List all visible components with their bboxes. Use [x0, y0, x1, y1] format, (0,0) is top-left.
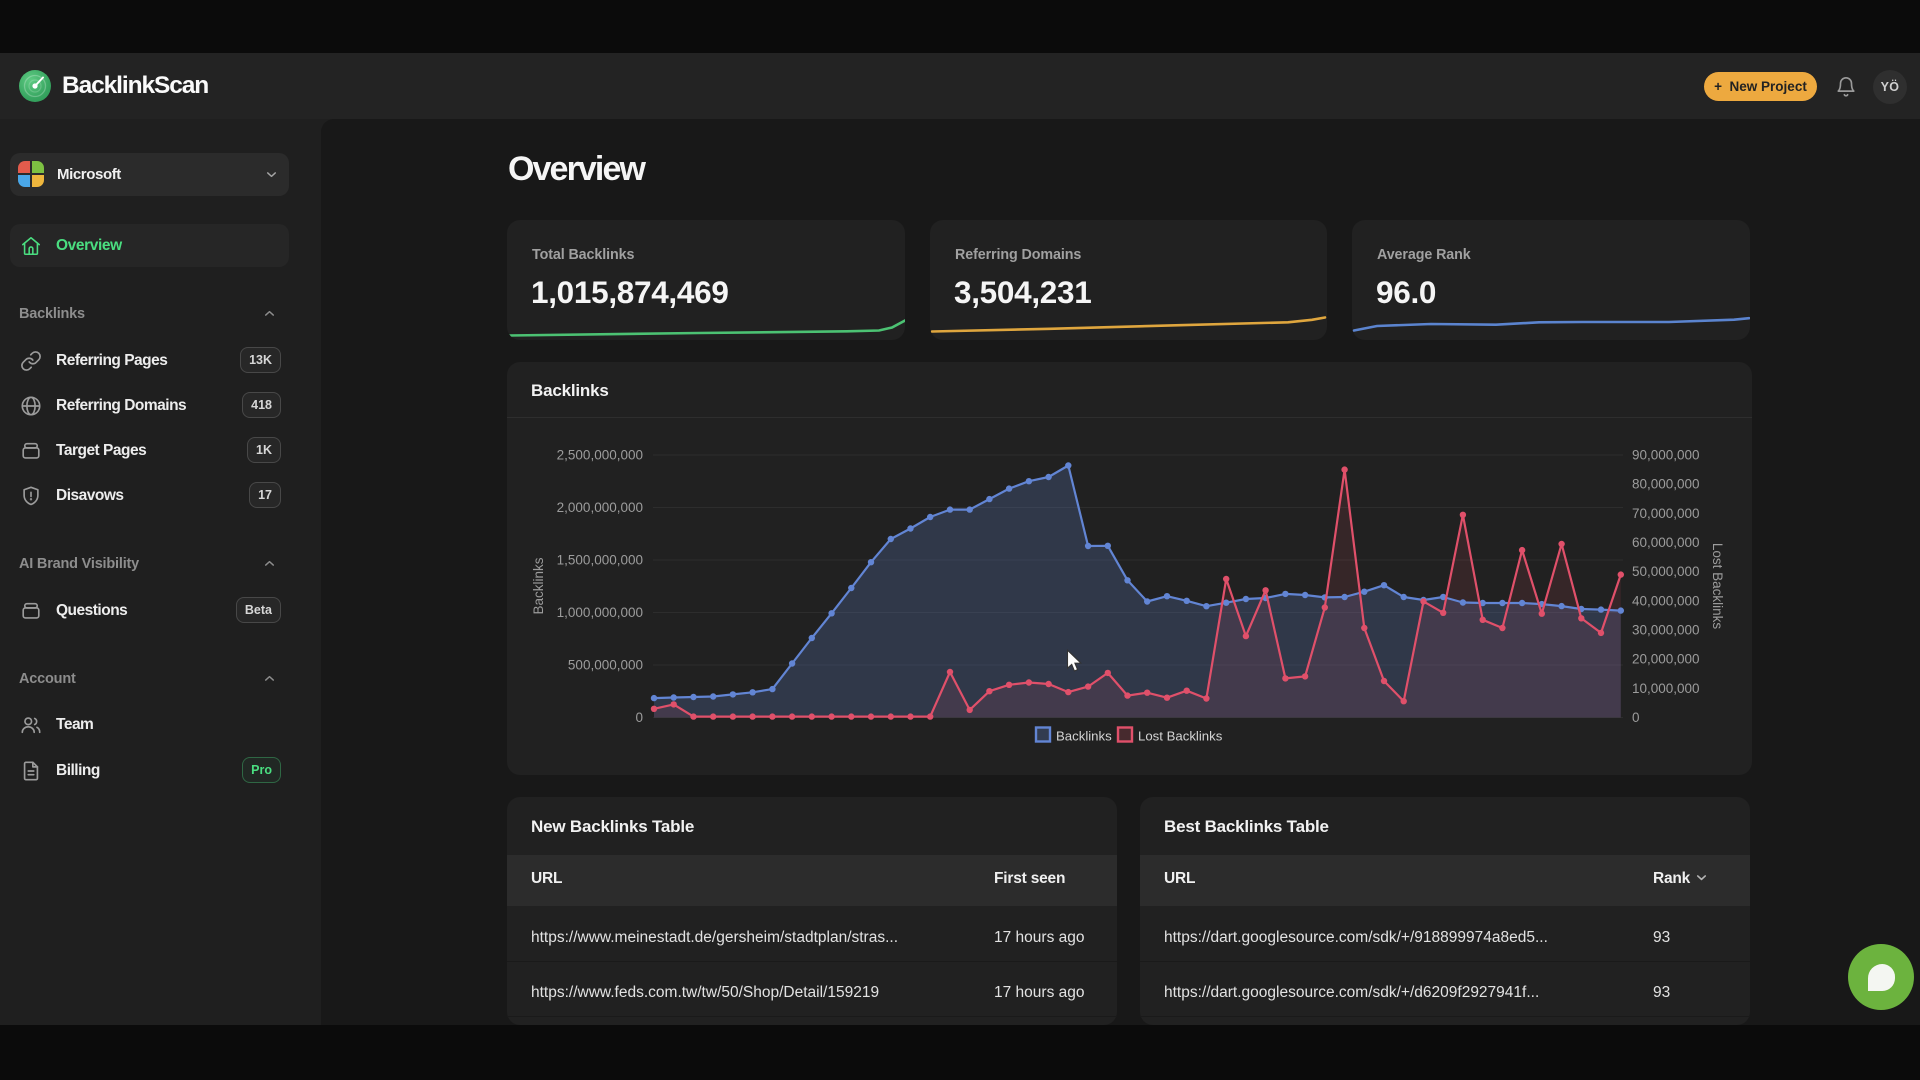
- svg-text:60,000,000: 60,000,000: [1632, 535, 1700, 550]
- svg-text:10,000,000: 10,000,000: [1632, 681, 1700, 696]
- svg-text:70,000,000: 70,000,000: [1632, 506, 1700, 521]
- svg-text:1,500,000,000: 1,500,000,000: [557, 553, 643, 568]
- svg-text:Lost Backlinks: Lost Backlinks: [1710, 543, 1725, 630]
- svg-text:20,000,000: 20,000,000: [1632, 652, 1700, 667]
- svg-text:2,000,000,000: 2,000,000,000: [557, 500, 643, 515]
- svg-text:2,500,000,000: 2,500,000,000: [557, 448, 643, 463]
- svg-text:Lost Backlinks: Lost Backlinks: [1138, 729, 1223, 744]
- svg-text:0: 0: [1632, 710, 1640, 725]
- svg-text:500,000,000: 500,000,000: [568, 658, 643, 673]
- svg-text:50,000,000: 50,000,000: [1632, 564, 1700, 579]
- svg-text:80,000,000: 80,000,000: [1632, 477, 1700, 492]
- svg-text:90,000,000: 90,000,000: [1632, 448, 1700, 463]
- svg-text:40,000,000: 40,000,000: [1632, 593, 1700, 608]
- svg-text:30,000,000: 30,000,000: [1632, 623, 1700, 638]
- svg-text:0: 0: [635, 710, 643, 725]
- svg-text:Backlinks: Backlinks: [531, 557, 546, 614]
- svg-text:Backlinks: Backlinks: [1056, 729, 1112, 744]
- svg-text:1,000,000,000: 1,000,000,000: [557, 605, 643, 620]
